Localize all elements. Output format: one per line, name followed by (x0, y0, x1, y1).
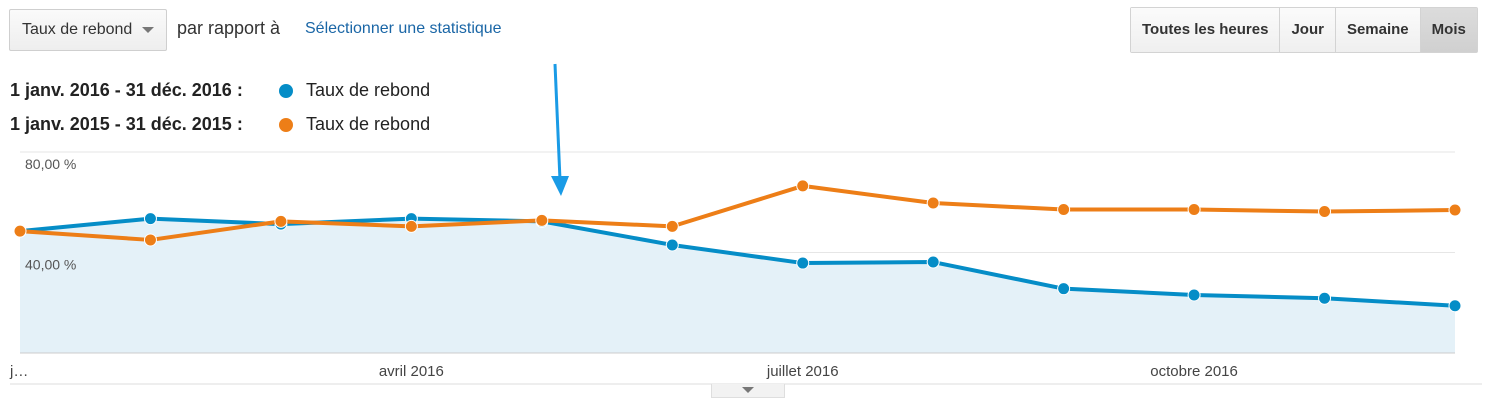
period-week-button[interactable]: Semaine (1334, 8, 1420, 52)
data-point (1448, 299, 1462, 313)
legend-series-name: Taux de rebond (306, 80, 431, 100)
legend-series-name: Taux de rebond (306, 114, 431, 134)
data-point (404, 219, 418, 233)
annotation-arrow-head (551, 176, 569, 196)
legend-range: 1 janv. 2016 - 31 déc. 2016 : (10, 80, 243, 100)
y-tick-label: 80,00 % (25, 156, 76, 172)
period-day-button[interactable]: Jour (1279, 8, 1335, 52)
annotation-arrow-shaft (553, 63, 562, 181)
data-point (1187, 203, 1201, 217)
chevron-down-icon (142, 27, 154, 33)
data-point (535, 213, 549, 227)
x-tick-label: juillet 2016 (766, 363, 839, 380)
legend-dot-icon (279, 84, 293, 98)
data-point (926, 255, 940, 269)
data-point (143, 233, 157, 247)
data-point (1057, 203, 1071, 217)
data-point (1187, 288, 1201, 302)
data-point (796, 179, 810, 193)
data-point (926, 196, 940, 210)
data-point (796, 256, 810, 270)
y-tick-label: 40,00 % (25, 257, 76, 273)
data-point (1057, 282, 1071, 296)
data-point (1448, 203, 1462, 217)
data-point (143, 212, 157, 226)
expand-chart-handle[interactable] (711, 384, 785, 398)
compare-label: par rapport à (177, 18, 281, 38)
series-area (20, 218, 1455, 353)
x-tick-label: avril 2016 (379, 363, 444, 380)
period-month-button[interactable]: Mois (1419, 8, 1477, 52)
legend-range: 1 janv. 2015 - 31 déc. 2015 : (10, 114, 243, 134)
data-point (1318, 205, 1332, 219)
period-selector: Toutes les heures Jour Semaine Mois (1130, 7, 1478, 53)
legend-dot-icon (279, 118, 293, 132)
metric-dropdown-label: Taux de rebond (22, 21, 133, 38)
data-point (13, 224, 27, 238)
data-point (274, 214, 288, 228)
x-tick-label: j… (9, 363, 28, 380)
select-statistic-link[interactable]: Sélectionner une statistique (305, 20, 502, 37)
period-hourly-button[interactable]: Toutes les heures (1131, 8, 1280, 52)
chevron-down-icon (742, 387, 754, 393)
series-line (19, 183, 1456, 242)
data-point (665, 238, 679, 252)
metric-dropdown[interactable]: Taux de rebond (9, 9, 167, 51)
chart-toolbar: Taux de rebond par rapport à Sélectionne… (0, 0, 1506, 60)
data-point (665, 219, 679, 233)
data-point (1318, 291, 1332, 305)
x-tick-label: octobre 2016 (1150, 363, 1238, 380)
